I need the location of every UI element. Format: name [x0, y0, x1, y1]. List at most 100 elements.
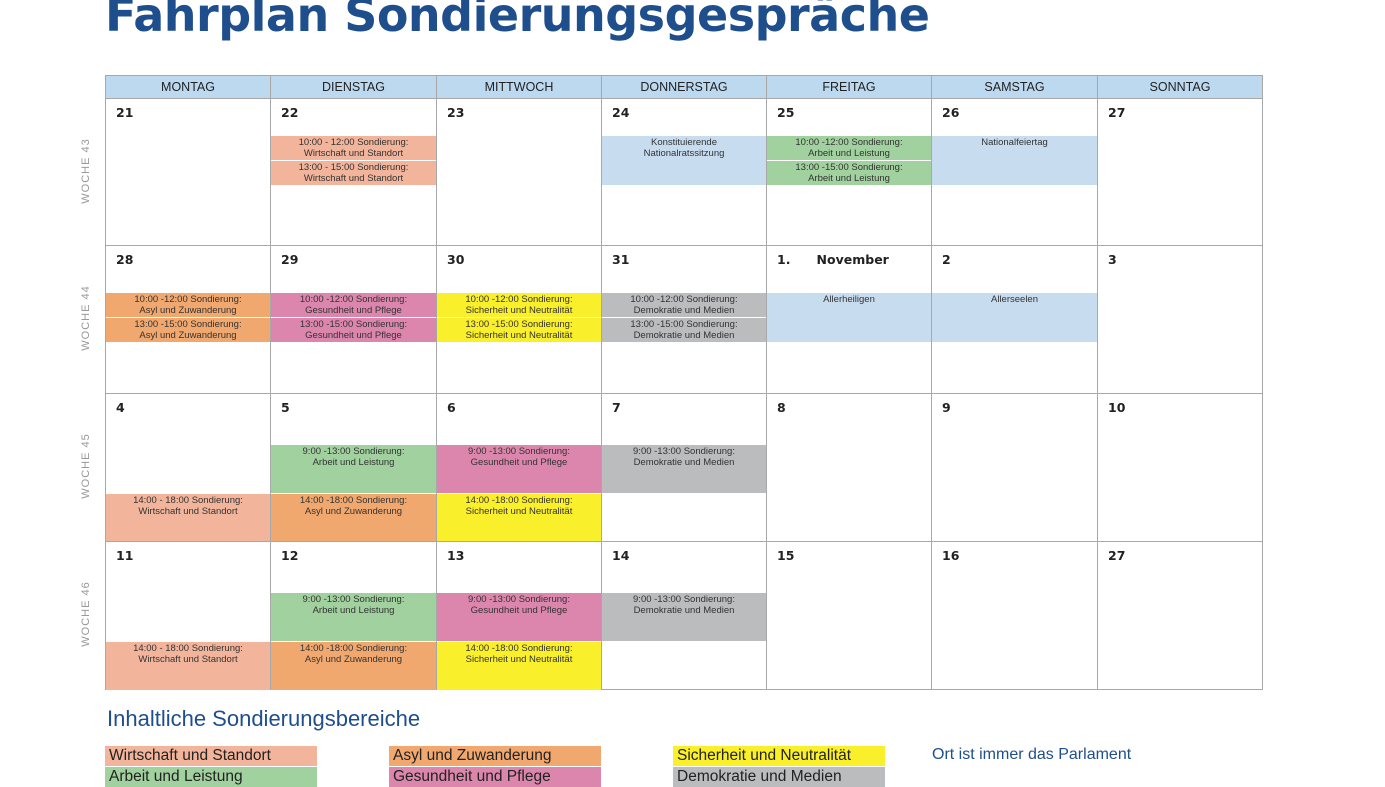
day-cell: 9 [931, 393, 1098, 542]
calendar-event[interactable]: 9:00 -13:00 Sondierung: Gesundheit und P… [437, 593, 601, 641]
week-label: WOCHE 45 [80, 433, 92, 499]
calendar-event[interactable]: 9:00 -13:00 Sondierung: Gesundheit und P… [437, 445, 601, 493]
day-cell: 10 [1097, 393, 1263, 542]
calendar-event[interactable]: 9:00 -13:00 Sondierung: Demokratie und M… [602, 445, 766, 493]
event-time: 13:00 -15:00 Sondierung: [299, 319, 408, 330]
day-number: 23 [447, 105, 465, 120]
event-topic: Wirtschaft und Standort [138, 505, 238, 517]
calendar-event[interactable]: 14:00 - 18:00 Sondierung: Wirtschaft und… [106, 642, 270, 690]
day-cell: 15 [766, 541, 932, 690]
day-cell: 27 [1097, 541, 1263, 690]
day-number: 16 [942, 548, 960, 563]
weekday-header: DONNERSTAG [601, 75, 767, 99]
day-cell: 1. November Allerheiligen [766, 245, 932, 394]
event-topic: Arbeit und Leistung [312, 604, 395, 616]
event-topic: Sicherheit und Neutralität [465, 505, 573, 517]
weekday-header: FREITAG [766, 75, 932, 99]
calendar-event[interactable]: Konstituierende Nationalratssitzung [602, 136, 766, 185]
day-number: 27 [1108, 548, 1126, 563]
event-topic: Asyl und Zuwanderung [139, 304, 237, 316]
event-time: 14:00 -18:00 Sondierung: [465, 643, 573, 654]
weekday-header: DIENSTAG [270, 75, 437, 99]
day-number: 21 [116, 105, 134, 120]
calendar-event[interactable]: 14:00 -18:00 Sondierung: Sicherheit und … [437, 494, 601, 542]
event-topic: Arbeit und Leistung [808, 172, 890, 184]
day-cell: 5 9:00 -13:00 Sondierung: Arbeit und Lei… [270, 393, 437, 542]
weekday-header: SAMSTAG [931, 75, 1098, 99]
day-cell: 27 [1097, 98, 1263, 247]
day-number: 28 [116, 252, 134, 267]
event-time: 10:00 -12:00 Sondierung: [299, 294, 408, 305]
legend-item: Asyl und Zuwanderung [389, 746, 601, 766]
event-time: 13:00 -15:00 Sondierung: [795, 162, 903, 173]
day-cell: 11 14:00 - 18:00 Sondierung: Wirtschaft … [105, 541, 271, 690]
calendar-event[interactable]: 14:00 -18:00 Sondierung: Asyl und Zuwand… [271, 494, 436, 542]
weekday-header: SONNTAG [1097, 75, 1263, 99]
calendar-event[interactable]: 13:00 -15:00 Sondierung: Demokratie und … [602, 318, 766, 342]
event-topic: Wirtschaft und Standort [303, 147, 404, 159]
calendar-event[interactable]: 10:00 -12:00 Sondierung: Asyl und Zuwand… [106, 293, 270, 317]
calendar-event[interactable]: 10:00 -12:00 Sondierung: Arbeit und Leis… [767, 136, 931, 160]
calendar-event[interactable]: 9:00 -13:00 Sondierung: Arbeit und Leist… [271, 593, 436, 641]
event-topic: Sicherheit und Neutralität [465, 329, 573, 341]
event-time: 10:00 -12:00 Sondierung: [795, 137, 903, 148]
day-cell: 2 Allerseelen [931, 245, 1098, 394]
week-label: WOCHE 46 [80, 581, 92, 647]
calendar-event[interactable]: 14:00 -18:00 Sondierung: Asyl und Zuwand… [271, 642, 436, 690]
event-time: 13:00 - 15:00 Sondierung: [298, 162, 409, 173]
calendar-event[interactable]: 13:00 - 15:00 Sondierung: Wirtschaft und… [271, 161, 436, 185]
calendar-event[interactable]: 14:00 - 18:00 Sondierung: Wirtschaft und… [106, 494, 270, 542]
event-time: 14:00 - 18:00 Sondierung: [133, 495, 243, 506]
day-cell: 12 9:00 -13:00 Sondierung: Arbeit und Le… [270, 541, 437, 690]
day-number: 25 [777, 105, 795, 120]
day-number: 30 [447, 252, 465, 267]
calendar-event[interactable]: 13:00 -15:00 Sondierung: Arbeit und Leis… [767, 161, 931, 185]
day-number: 15 [777, 548, 795, 563]
day-number: 4 [116, 400, 125, 415]
calendar-event[interactable]: 10:00 -12:00 Sondierung: Demokratie und … [602, 293, 766, 317]
day-cell: 28 10:00 -12:00 Sondierung: Asyl und Zuw… [105, 245, 271, 394]
event-topic: Wirtschaft und Standort [303, 172, 404, 184]
day-number: 9 [942, 400, 951, 415]
day-number: 8 [777, 400, 786, 415]
calendar-event[interactable]: Allerseelen [932, 293, 1097, 342]
calendar-event[interactable]: Allerheiligen [767, 293, 931, 342]
calendar-event[interactable]: 14:00 -18:00 Sondierung: Sicherheit und … [437, 642, 601, 690]
calendar-event[interactable]: 10:00 -12:00 Sondierung: Gesundheit und … [271, 293, 436, 317]
event-time: 13:00 -15:00 Sondierung: [465, 319, 573, 330]
calendar-event[interactable]: 9:00 -13:00 Sondierung: Demokratie und M… [602, 593, 766, 641]
calendar-event[interactable]: 13:00 -15:00 Sondierung: Sicherheit und … [437, 318, 601, 342]
calendar-event[interactable]: 9:00 -13:00 Sondierung: Arbeit und Leist… [271, 445, 436, 493]
event-time: 10:00 -12:00 Sondierung: [134, 294, 242, 305]
calendar-event[interactable]: 10:00 - 12:00 Sondierung: Wirtschaft und… [271, 136, 436, 160]
event-topic: Gesundheit und Pflege [470, 604, 568, 616]
weekday-header: MITTWOCH [436, 75, 602, 99]
day-cell: 14 9:00 -13:00 Sondierung: Demokratie un… [601, 541, 767, 690]
day-cell: 30 10:00 -12:00 Sondierung: Sicherheit u… [436, 245, 602, 394]
event-time: 10:00 -12:00 Sondierung: [465, 294, 573, 305]
day-number: 3 [1108, 252, 1117, 267]
event-time: Nationalfeiertag [981, 137, 1048, 148]
event-topic: Demokratie und Medien [633, 604, 735, 616]
day-cell: 24 Konstituierende Nationalratssitzung [601, 98, 767, 247]
event-time: 9:00 -13:00 Sondierung: [468, 446, 570, 457]
event-topic: Demokratie und Medien [633, 329, 735, 341]
week-label: WOCHE 43 [80, 138, 92, 204]
event-topic: Asyl und Zuwanderung [304, 653, 403, 665]
day-number: 12 [281, 548, 299, 563]
day-number: 31 [612, 252, 630, 267]
day-number: 24 [612, 105, 630, 120]
calendar-event[interactable]: Nationalfeiertag [932, 136, 1097, 185]
day-cell: 25 10:00 -12:00 Sondierung: Arbeit und L… [766, 98, 932, 247]
day-number: 26 [942, 105, 960, 120]
legend-item: Arbeit und Leistung [105, 767, 317, 787]
calendar-event[interactable]: 13:00 -15:00 Sondierung: Asyl und Zuwand… [106, 318, 270, 342]
event-time: 14:00 -18:00 Sondierung: [299, 643, 408, 654]
calendar-event[interactable]: 10:00 -12:00 Sondierung: Sicherheit und … [437, 293, 601, 317]
event-topic: Gesundheit und Pflege [305, 304, 402, 316]
legend-item: Demokratie und Medien [673, 767, 885, 787]
event-time: 13:00 -15:00 Sondierung: [134, 319, 242, 330]
calendar-event[interactable]: 13:00 -15:00 Sondierung: Gesundheit und … [271, 318, 436, 342]
event-topic: Demokratie und Medien [633, 456, 735, 468]
day-number: 2 [942, 252, 951, 267]
